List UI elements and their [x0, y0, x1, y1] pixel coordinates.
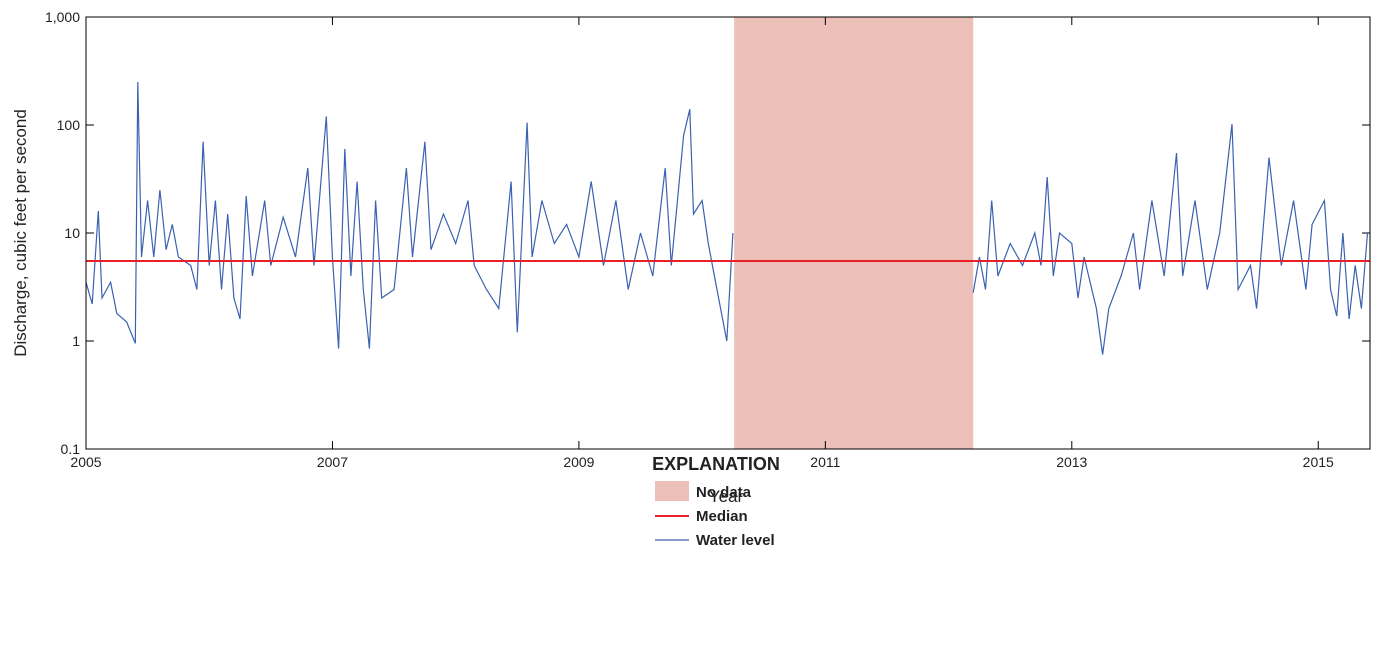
x-tick-label: 2005 — [70, 454, 101, 470]
no-data-band — [734, 17, 974, 449]
legend-label: Water level — [696, 532, 775, 549]
plot-frame — [85, 16, 1371, 450]
x-tick-label: 2011 — [810, 454, 840, 470]
y-tick-label: 10 — [64, 225, 80, 241]
legend-swatch — [655, 481, 689, 501]
y-tick-label: 1 — [72, 333, 80, 349]
x-tick-label: 2015 — [1303, 454, 1334, 470]
y-tick-label: 0.1 — [61, 441, 81, 457]
legend-title: EXPLANATION — [652, 454, 780, 474]
y-tick-label: 100 — [57, 117, 81, 133]
legend-label: Median — [696, 508, 748, 525]
x-tick-label: 2007 — [317, 454, 348, 470]
x-tick-label: 2013 — [1056, 454, 1087, 470]
y-axis-title: Discharge, cubic feet per second — [11, 109, 30, 357]
data-line — [85, 81, 1369, 355]
y-tick-label: 1,000 — [45, 9, 80, 25]
x-axis-title: Year — [709, 487, 744, 506]
x-tick-label: 2009 — [563, 454, 594, 470]
legend-label: No data — [696, 484, 752, 501]
